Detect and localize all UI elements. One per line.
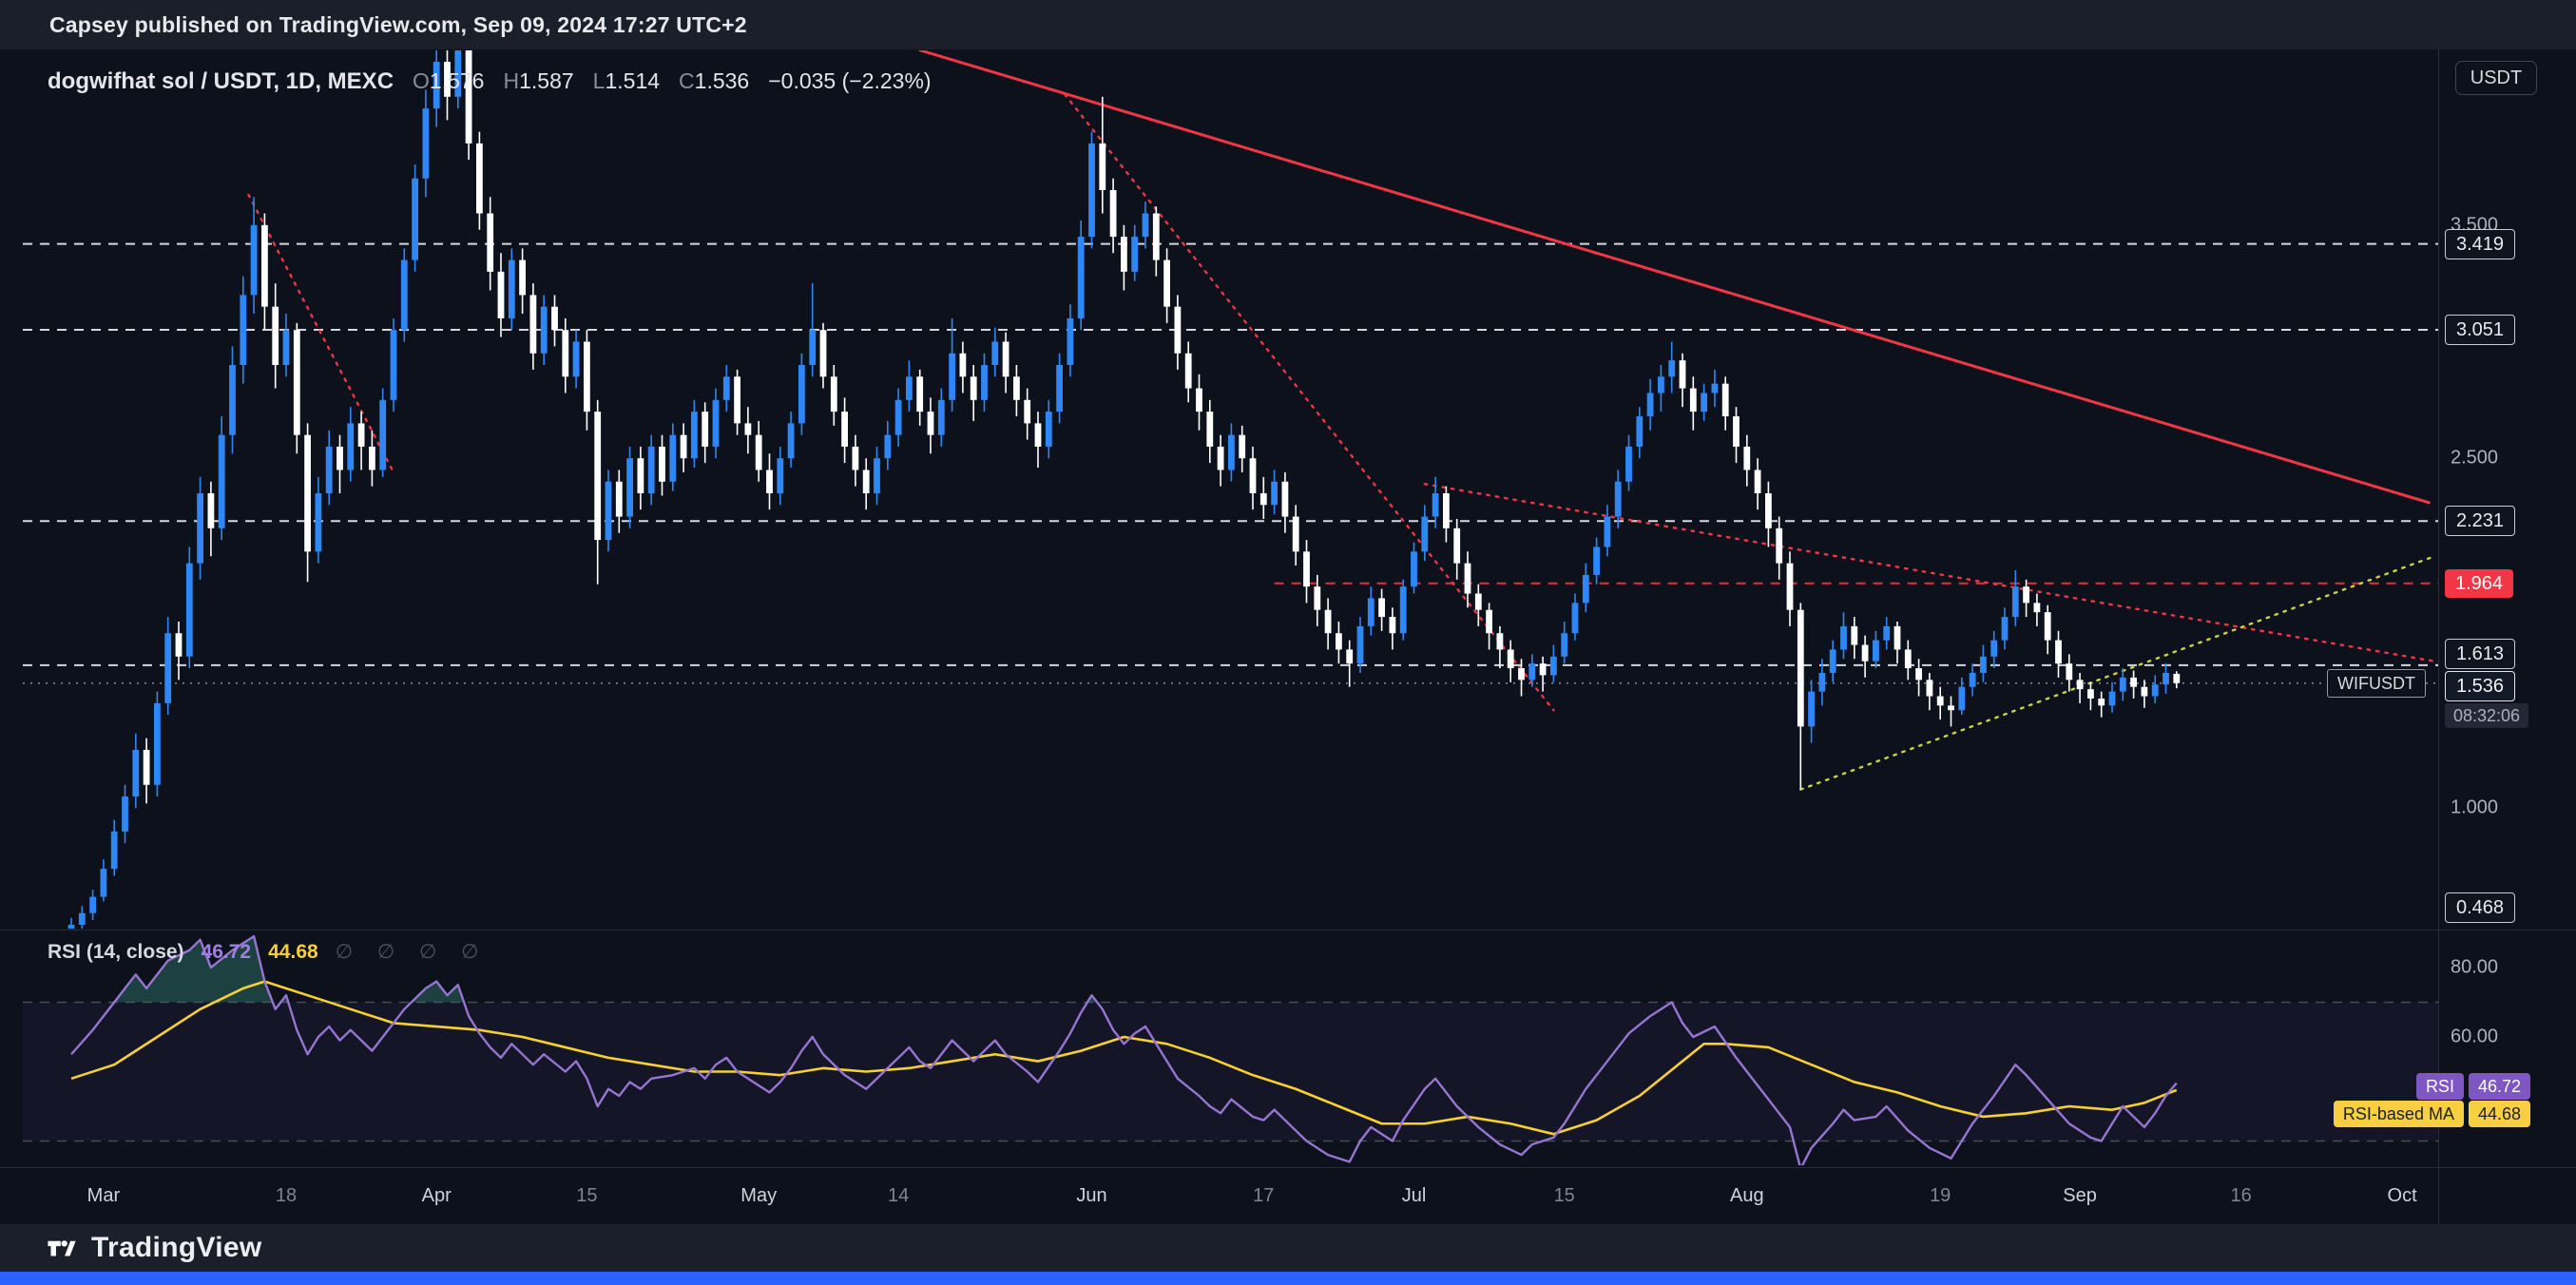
time-label-day: 18 (275, 1185, 298, 1206)
time-label-month: Sep (2063, 1185, 2097, 1206)
time-label-day: 15 (576, 1185, 598, 1206)
rsi-empty-markers: ∅ ∅ ∅ ∅ (335, 941, 489, 963)
price-change: −0.035 (−2.23%) (768, 68, 932, 93)
price-line-symbol-label: WIFUSDT (2327, 669, 2426, 698)
price-scale-tick: 1.000 (2451, 796, 2499, 818)
rsi-ma-badge-value: 44.68 (2468, 1101, 2530, 1127)
price-scale-tick: 2.500 (2451, 447, 2499, 469)
time-label-month: Jun (1076, 1185, 1107, 1206)
time-label-month: Oct (2387, 1185, 2417, 1206)
symbol-legend: dogwifhat sol / USDT, 1D, MEXC O1.576 H1… (48, 65, 932, 97)
rsi-ma-badge-row: RSI-based MA 44.68 (2333, 1101, 2530, 1127)
ohlc-high: H1.587 (503, 68, 574, 93)
price-level-badge: 0.468 (2445, 892, 2516, 923)
time-label-day: 16 (2230, 1185, 2252, 1206)
price-level-badge: 2.231 (2445, 506, 2516, 537)
currency-toggle-button[interactable]: USDT (2455, 61, 2537, 95)
time-label-month: Mar (87, 1185, 121, 1206)
price-level-badge: 1.964 (2445, 568, 2514, 598)
publish-bar: Capsey published on TradingView.com, Sep… (0, 0, 2576, 49)
bar-countdown: 08:32:06 (2445, 703, 2529, 728)
time-label-day: 17 (1253, 1185, 1275, 1206)
tradingview-brand-text[interactable]: TradingView (91, 1232, 262, 1263)
time-label-month: Aug (1730, 1185, 1764, 1206)
time-label-month: Apr (421, 1185, 452, 1206)
time-axis[interactable]: Mar 18 Apr 15 May 14 Jun 17 Jul 15 Aug 19 Sep 16 Oct (0, 1167, 2576, 1225)
publish-text: Capsey published on TradingView.com, Sep… (49, 11, 747, 37)
bottom-accent-bar (0, 1272, 2576, 1285)
rsi-badge-label: RSI (2415, 1073, 2464, 1100)
footer-bar: TradingView (0, 1224, 2576, 1272)
ohlc-close: C1.536 (679, 68, 750, 93)
price-level-badge: 3.419 (2445, 228, 2516, 259)
rsi-ma-value: 44.68 (268, 941, 318, 963)
price-scale-separator (2438, 49, 2439, 1224)
price-scale[interactable]: USDT 3.500 2.500 1.000 3.419 3.051 2.231 1.964… (2438, 0, 2576, 1285)
ohlc-open: O1.576 (413, 68, 485, 93)
rsi-badge-row: RSI 46.72 (2415, 1073, 2530, 1100)
rsi-legend: RSI (14, close) 46.72 44.68 ∅ ∅ ∅ ∅ (48, 937, 488, 968)
last-price-badge: 1.536 (2445, 671, 2516, 701)
price-level-badge: 1.613 (2445, 639, 2516, 669)
rsi-badge-value: 46.72 (2468, 1073, 2530, 1100)
rsi-scale-tick: 80.00 (2451, 956, 2499, 978)
time-label-day: 19 (1930, 1185, 1951, 1206)
time-label-day: 14 (887, 1185, 910, 1206)
time-label-month: May (740, 1185, 778, 1206)
time-label-day: 15 (1553, 1185, 1575, 1206)
ohlc-low: L1.514 (592, 68, 661, 93)
time-label-month: Jul (1401, 1185, 1427, 1206)
rsi-ma-badge-label: RSI-based MA (2333, 1101, 2464, 1127)
price-level-badge: 3.051 (2445, 314, 2516, 345)
rsi-value: 46.72 (201, 941, 252, 963)
tradingview-logo-icon[interactable] (46, 1232, 78, 1264)
rsi-title[interactable]: RSI (14, close) (48, 941, 184, 963)
rsi-scale-tick: 60.00 (2451, 1026, 2499, 1047)
symbol-title[interactable]: dogwifhat sol / USDT, 1D, MEXC (48, 68, 394, 94)
